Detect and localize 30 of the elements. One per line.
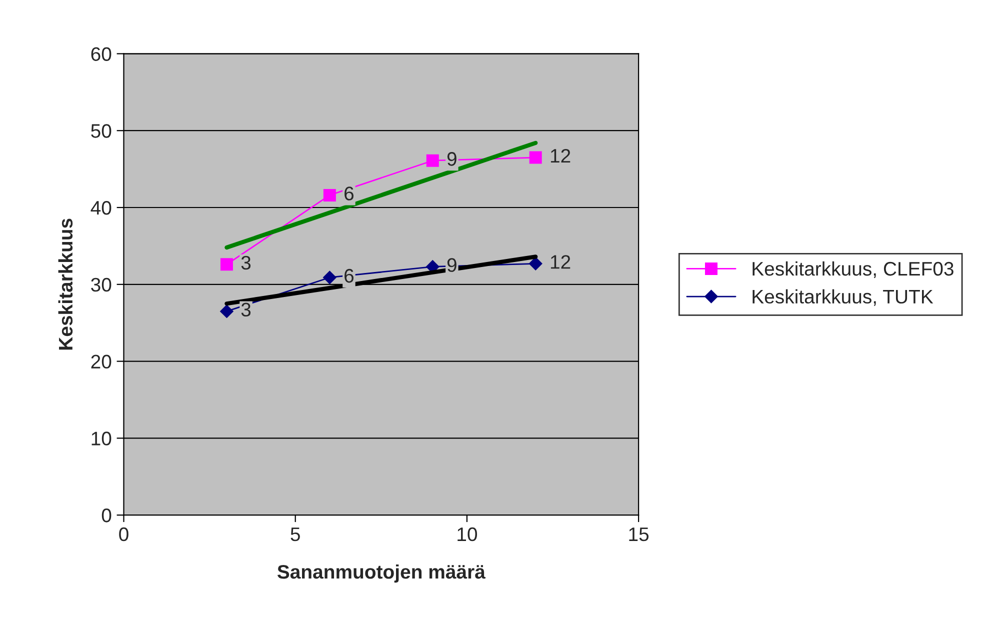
point bbox=[529, 257, 542, 270]
annotation: 3 bbox=[241, 256, 251, 270]
annotation: 6 bbox=[344, 186, 354, 200]
legend-label: Keskitarkkuus, CLEF03 bbox=[752, 261, 954, 278]
y-axis-title: Keskitarkkuus bbox=[58, 218, 73, 350]
point bbox=[426, 154, 439, 167]
annotation: 12 bbox=[550, 148, 570, 163]
point bbox=[323, 270, 336, 284]
annotation: 12 bbox=[550, 255, 570, 269]
point bbox=[323, 188, 336, 202]
annotation: 9 bbox=[447, 258, 456, 272]
x-axis-title: Sananmuotojen määrä bbox=[277, 564, 486, 583]
y-tick-label: 40 bbox=[90, 200, 112, 215]
y-tick-label: 30 bbox=[91, 278, 112, 292]
point bbox=[529, 151, 542, 164]
point bbox=[220, 258, 233, 271]
y-tick-label: 0 bbox=[102, 508, 112, 522]
x-tick-label: 10 bbox=[458, 527, 478, 542]
point bbox=[220, 304, 234, 318]
y-tick-label: 20 bbox=[91, 354, 112, 369]
x-tick-label: 15 bbox=[629, 528, 649, 542]
legend-label: Keskitarkkuus, TUTK bbox=[752, 289, 934, 306]
x-tick-label: 0 bbox=[119, 527, 128, 542]
annotation: 3 bbox=[241, 302, 251, 317]
y-tick-label: 10 bbox=[92, 432, 112, 446]
x-tick-label: 5 bbox=[290, 528, 300, 542]
y-tick-label: 50 bbox=[91, 124, 112, 138]
y-tick-label: 60 bbox=[91, 47, 112, 61]
annotation: 9 bbox=[447, 152, 456, 166]
annotation: 6 bbox=[344, 268, 354, 283]
